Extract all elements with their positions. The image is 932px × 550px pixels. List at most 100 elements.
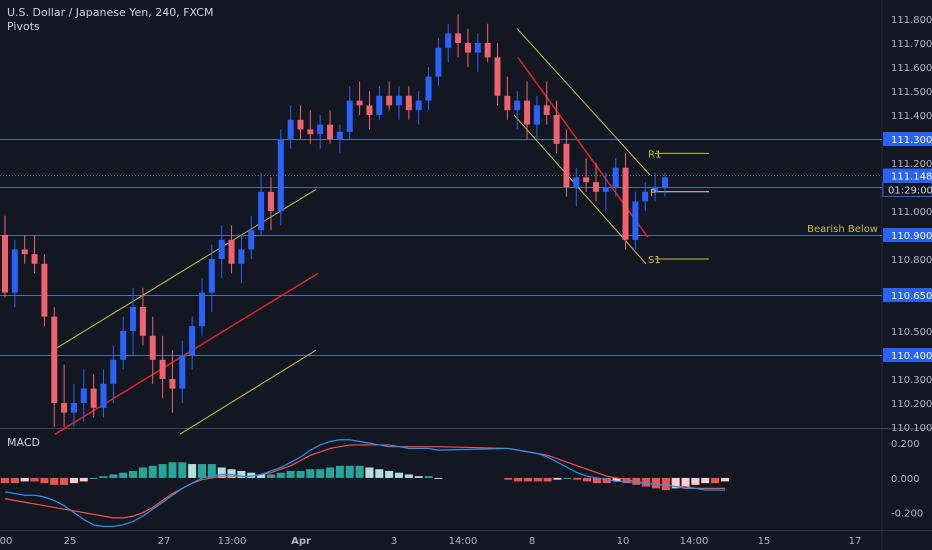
p-label: P (650, 188, 656, 199)
price-tick-label: 110.200 (891, 399, 932, 410)
candle-body (90, 388, 97, 408)
level-label: 111.148 (891, 171, 932, 182)
candle-body (80, 388, 87, 403)
candle-body (415, 100, 422, 111)
candle-body (11, 249, 18, 293)
macd-tick-label: 0.000 (891, 474, 920, 485)
macd-signal-line (4, 444, 725, 519)
macd-histogram-bar (148, 465, 157, 478)
candle-body (287, 119, 294, 139)
macd-histogram-bar (168, 462, 177, 478)
candle-body (307, 129, 314, 135)
macd-histogram-bar (652, 477, 660, 489)
price-tick-label: 110.300 (891, 375, 932, 386)
candle-body (130, 307, 137, 331)
candle-body (317, 124, 324, 135)
macd-histogram-bar (563, 477, 572, 479)
ascending-channel-lower (179, 349, 317, 435)
macd-histogram-bar (404, 474, 413, 478)
candle-body (169, 379, 176, 389)
candle-body (642, 191, 649, 202)
level-label: 110.650 (891, 291, 932, 302)
candle-body (661, 177, 668, 187)
price-tick-label: 111.700 (891, 39, 932, 50)
price-tick-label: 110.800 (891, 255, 932, 266)
candle-body (159, 359, 166, 379)
macd-histogram-bar (119, 472, 128, 478)
macd-histogram-bar (365, 467, 374, 478)
macd-histogram-bar (533, 477, 542, 482)
level-label-bg (883, 348, 932, 362)
time-tick-label: 17 (849, 536, 862, 547)
macd-histogram-bar (385, 470, 394, 478)
candle-body (267, 191, 274, 211)
macd-histogram-bar (79, 477, 88, 482)
candle-body (455, 33, 462, 43)
candle-body (583, 177, 590, 183)
macd-histogram-bar (355, 465, 364, 478)
macd-histogram-bar (514, 477, 523, 482)
candle-body (248, 230, 255, 250)
macd-histogram-bar (316, 469, 325, 478)
macd-histogram-bar (395, 472, 403, 478)
time-tick-label: 15 (758, 536, 771, 547)
candle-body (593, 182, 599, 192)
macd-histogram-bar (109, 474, 118, 478)
level-label: 110.400 (891, 351, 932, 362)
macd-histogram-bar (1, 477, 9, 484)
level-label-bg (883, 228, 932, 242)
candle-body (445, 33, 452, 48)
candle-body (228, 239, 235, 264)
level-label-bg (883, 288, 932, 302)
candle-body (425, 76, 432, 101)
candle-body (553, 115, 560, 144)
candle-body (110, 359, 117, 384)
macd-histogram-bar (306, 469, 315, 478)
macd-histogram-bar (543, 477, 552, 482)
macd-histogram-bar (276, 472, 285, 478)
candle-body (336, 131, 343, 139)
candle-body (356, 100, 363, 106)
macd-histogram-bar (424, 476, 433, 478)
macd-histogram-bar (701, 477, 710, 484)
candle-body (139, 307, 146, 336)
bearish-below-label: Bearish Below (807, 224, 878, 235)
macd-histogram-bar (217, 467, 226, 478)
candle-body (504, 95, 511, 111)
candle-body (376, 95, 383, 115)
candle-body (533, 105, 540, 125)
candle-body (199, 292, 205, 327)
macd-histogram-bar (99, 476, 108, 478)
candle-body (484, 43, 491, 58)
candle-body (297, 119, 304, 130)
macd-histogram-bar (711, 477, 720, 484)
macd-histogram-bar (691, 477, 700, 485)
candle-body (327, 124, 334, 139)
time-tick-label: 00 (0, 536, 12, 547)
candle-body (2, 235, 8, 293)
candle-body (258, 191, 265, 231)
macd-histogram-bar (671, 477, 680, 489)
macd-histogram-bar (681, 477, 690, 487)
price-tick-label: 110.100 (891, 423, 932, 434)
candle-body (31, 254, 38, 264)
indicator-label: Pivots (7, 20, 40, 33)
macd-histogram-bar (553, 477, 562, 480)
price-tick-label: 111.200 (891, 159, 932, 170)
price-tick-label: 111.600 (891, 63, 932, 74)
candle-body (563, 143, 570, 187)
candle-body (494, 57, 501, 96)
macd-histogram-bar (523, 477, 532, 482)
candle-body (435, 47, 442, 77)
macd-histogram-bar (227, 469, 236, 478)
candle-body (120, 331, 127, 360)
macd-histogram-bar (89, 477, 98, 479)
candle-body (277, 139, 284, 211)
macd-histogram-bar (504, 477, 513, 480)
time-tick-label: 13:00 (218, 536, 247, 547)
candle-body (41, 263, 48, 317)
macd-histogram-bar (158, 464, 167, 478)
candle-body (208, 259, 215, 293)
candle-body (464, 43, 471, 53)
